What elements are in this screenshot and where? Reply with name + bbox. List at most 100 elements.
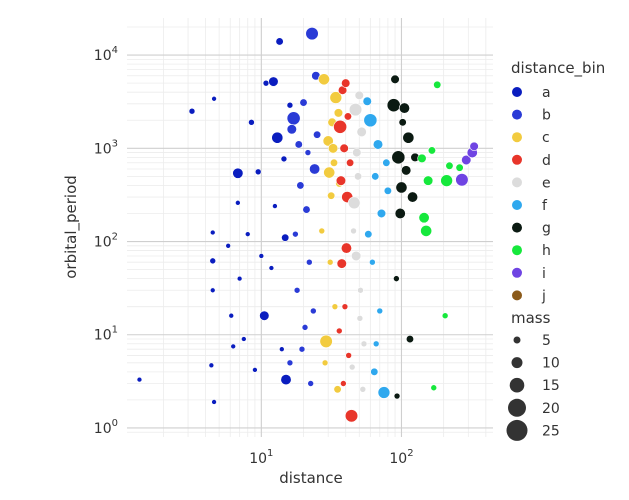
data-point-c (329, 158, 339, 167)
data-point-f (371, 172, 380, 181)
y-tick-label: 104 (94, 45, 118, 64)
data-point-f (369, 258, 376, 266)
data-point-a (248, 119, 255, 126)
legend-label-a: a (542, 85, 551, 101)
data-point-d (335, 327, 343, 335)
legend-size-title: mass (511, 309, 551, 327)
legend-size-label: 5 (542, 333, 551, 349)
data-point-i (461, 154, 472, 166)
data-point-a (211, 399, 217, 405)
x-axis-label: distance (279, 469, 343, 487)
data-point-a (228, 312, 235, 319)
x-tick-label: 102 (389, 448, 413, 467)
data-point-h (418, 212, 430, 224)
data-point-f (382, 158, 391, 167)
data-point-b (286, 359, 294, 367)
legend-marker-j (512, 290, 522, 301)
data-point-e (356, 315, 364, 322)
data-point-a (230, 343, 236, 350)
legend-marker-b (512, 109, 522, 120)
data-point-a (209, 287, 216, 294)
legend-label-b: b (542, 108, 551, 124)
y-tick-label: 100 (94, 418, 118, 437)
data-point-e (348, 363, 356, 371)
data-point-g (393, 392, 401, 400)
data-point-c (319, 334, 333, 348)
data-point-a (211, 95, 217, 102)
data-point-b (296, 181, 305, 190)
data-point-a (262, 79, 270, 87)
data-point-a (232, 167, 244, 179)
data-point-e (354, 90, 364, 100)
legend-marker-a (512, 87, 522, 97)
data-point-c (333, 108, 344, 118)
data-point-f (370, 367, 379, 376)
data-point-h (445, 161, 454, 170)
data-point-a (258, 253, 265, 259)
data-point-a (252, 367, 258, 373)
data-point-g (395, 181, 408, 194)
data-point-c (333, 385, 342, 394)
data-point-h (417, 153, 427, 163)
data-point-e (359, 385, 367, 393)
data-point-g (386, 98, 401, 113)
data-point-g (394, 207, 406, 219)
legend-label-c: c (542, 130, 550, 146)
data-point-g (401, 165, 412, 176)
data-point-a (279, 346, 285, 352)
x-axis-ticks: 101 102 (249, 448, 413, 467)
legend-marker-d (512, 154, 522, 165)
data-point-b (294, 140, 303, 149)
legend-label-j: j (541, 288, 546, 304)
legend-size-label: 20 (542, 401, 560, 417)
data-point-f (376, 208, 387, 219)
data-point-e (348, 103, 363, 117)
data-point-f (376, 307, 384, 315)
legend-marker-h (512, 245, 522, 256)
legend-label-h: h (542, 243, 551, 259)
legend-size-label: 25 (542, 423, 560, 439)
data-point-d (335, 175, 347, 186)
data-point-f (372, 340, 380, 348)
data-point-a (268, 76, 279, 87)
data-point-d (341, 303, 349, 310)
data-point-d (339, 143, 349, 153)
data-point-d (346, 158, 355, 167)
data-point-c (327, 143, 339, 154)
data-point-d (343, 112, 352, 121)
legend-label-i: i (542, 266, 546, 282)
data-point-d (340, 380, 347, 387)
data-point-a (188, 107, 196, 115)
legend-marker-i (512, 267, 522, 278)
data-point-b (306, 258, 313, 266)
y-axis-label: orbital_period (62, 175, 81, 279)
data-point-i (455, 173, 469, 187)
data-point-g (390, 74, 400, 84)
legend-size-marker (506, 419, 528, 441)
data-point-a (280, 155, 288, 163)
data-point-h (420, 225, 433, 237)
legend-label-f: f (542, 198, 548, 214)
data-point-e (357, 286, 364, 294)
data-point-a (235, 200, 241, 206)
data-point-b (299, 98, 308, 107)
data-point-a (268, 265, 275, 271)
legend-size-marker (508, 398, 526, 417)
data-points (136, 27, 479, 423)
data-point-c (329, 91, 343, 104)
legend-size-marker (511, 357, 523, 369)
y-tick-label: 103 (94, 138, 118, 157)
data-point-a (280, 374, 292, 386)
data-point-b (305, 27, 319, 41)
data-point-g (391, 150, 406, 165)
legend-marker-e (512, 177, 522, 188)
legend-size-label: 15 (542, 378, 560, 394)
data-point-d (344, 409, 359, 423)
data-point-a (272, 203, 278, 209)
data-point-a (254, 168, 262, 176)
data-point-h (423, 175, 434, 186)
data-point-g (393, 275, 400, 282)
data-point-e (352, 147, 362, 158)
data-point-b (293, 286, 301, 294)
data-point-e (356, 126, 367, 137)
